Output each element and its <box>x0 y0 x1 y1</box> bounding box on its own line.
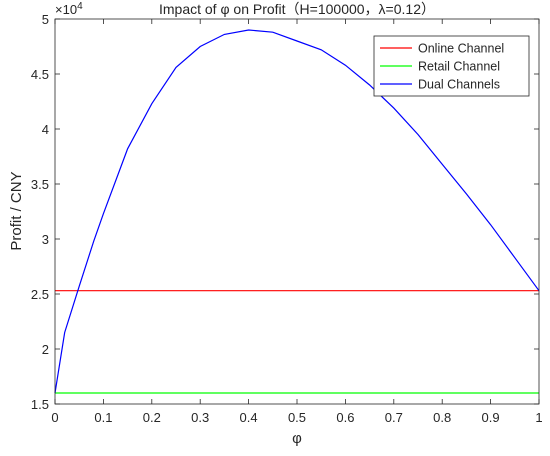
x-tick-label: 0.1 <box>94 410 112 425</box>
y-tick-label: 4.5 <box>31 67 49 82</box>
legend-label-dual-channels: Dual Channels <box>418 78 500 92</box>
x-tick-label: 0.9 <box>482 410 500 425</box>
y-tick-label: 2.5 <box>31 287 49 302</box>
y-tick-label: 1.5 <box>31 397 49 412</box>
legend-label-retail-channel: Retail Channel <box>418 60 500 74</box>
y-tick-label: 5 <box>42 12 49 27</box>
x-tick-label: 0.2 <box>143 410 161 425</box>
y-axis-exponent-base: ×10 <box>55 2 77 17</box>
x-tick-label: 0.6 <box>336 410 354 425</box>
x-tick-label: 0 <box>51 410 58 425</box>
y-tick-label: 4 <box>42 122 49 137</box>
series-line-dual-channels <box>54 29 540 394</box>
series-layer <box>54 29 540 394</box>
y-tick-label: 3.5 <box>31 177 49 192</box>
x-axis-label: φ <box>292 430 302 447</box>
y-tick-label: 3 <box>42 232 49 247</box>
y-axis-exponent-label: ×104 <box>55 1 83 17</box>
legend-label-online-channel: Online Channel <box>418 42 504 56</box>
y-axis-exponent-power: 4 <box>77 1 83 12</box>
y-axis-label: Profit / CNY <box>8 171 25 250</box>
axes-layer: 0 0.1 0.2 0.3 0.4 0.5 0.6 0.7 0.8 0.9 1 1.5 2 2.5 3 3.5… <box>31 12 543 425</box>
x-tick-label: 0.5 <box>288 410 306 425</box>
x-tick-label: 0.7 <box>385 410 403 425</box>
y-tick-label: 2 <box>42 342 49 357</box>
x-tick-label: 0.4 <box>240 410 258 425</box>
x-tick-label: 1 <box>535 410 542 425</box>
chart-title: Impact of φ on Profit（H=100000，λ=0.12） <box>159 1 435 17</box>
x-tick-label: 0.8 <box>433 410 451 425</box>
x-tick-label: 0.3 <box>191 410 209 425</box>
legend: Online Channel Retail Channel Dual Channel… <box>373 35 530 97</box>
